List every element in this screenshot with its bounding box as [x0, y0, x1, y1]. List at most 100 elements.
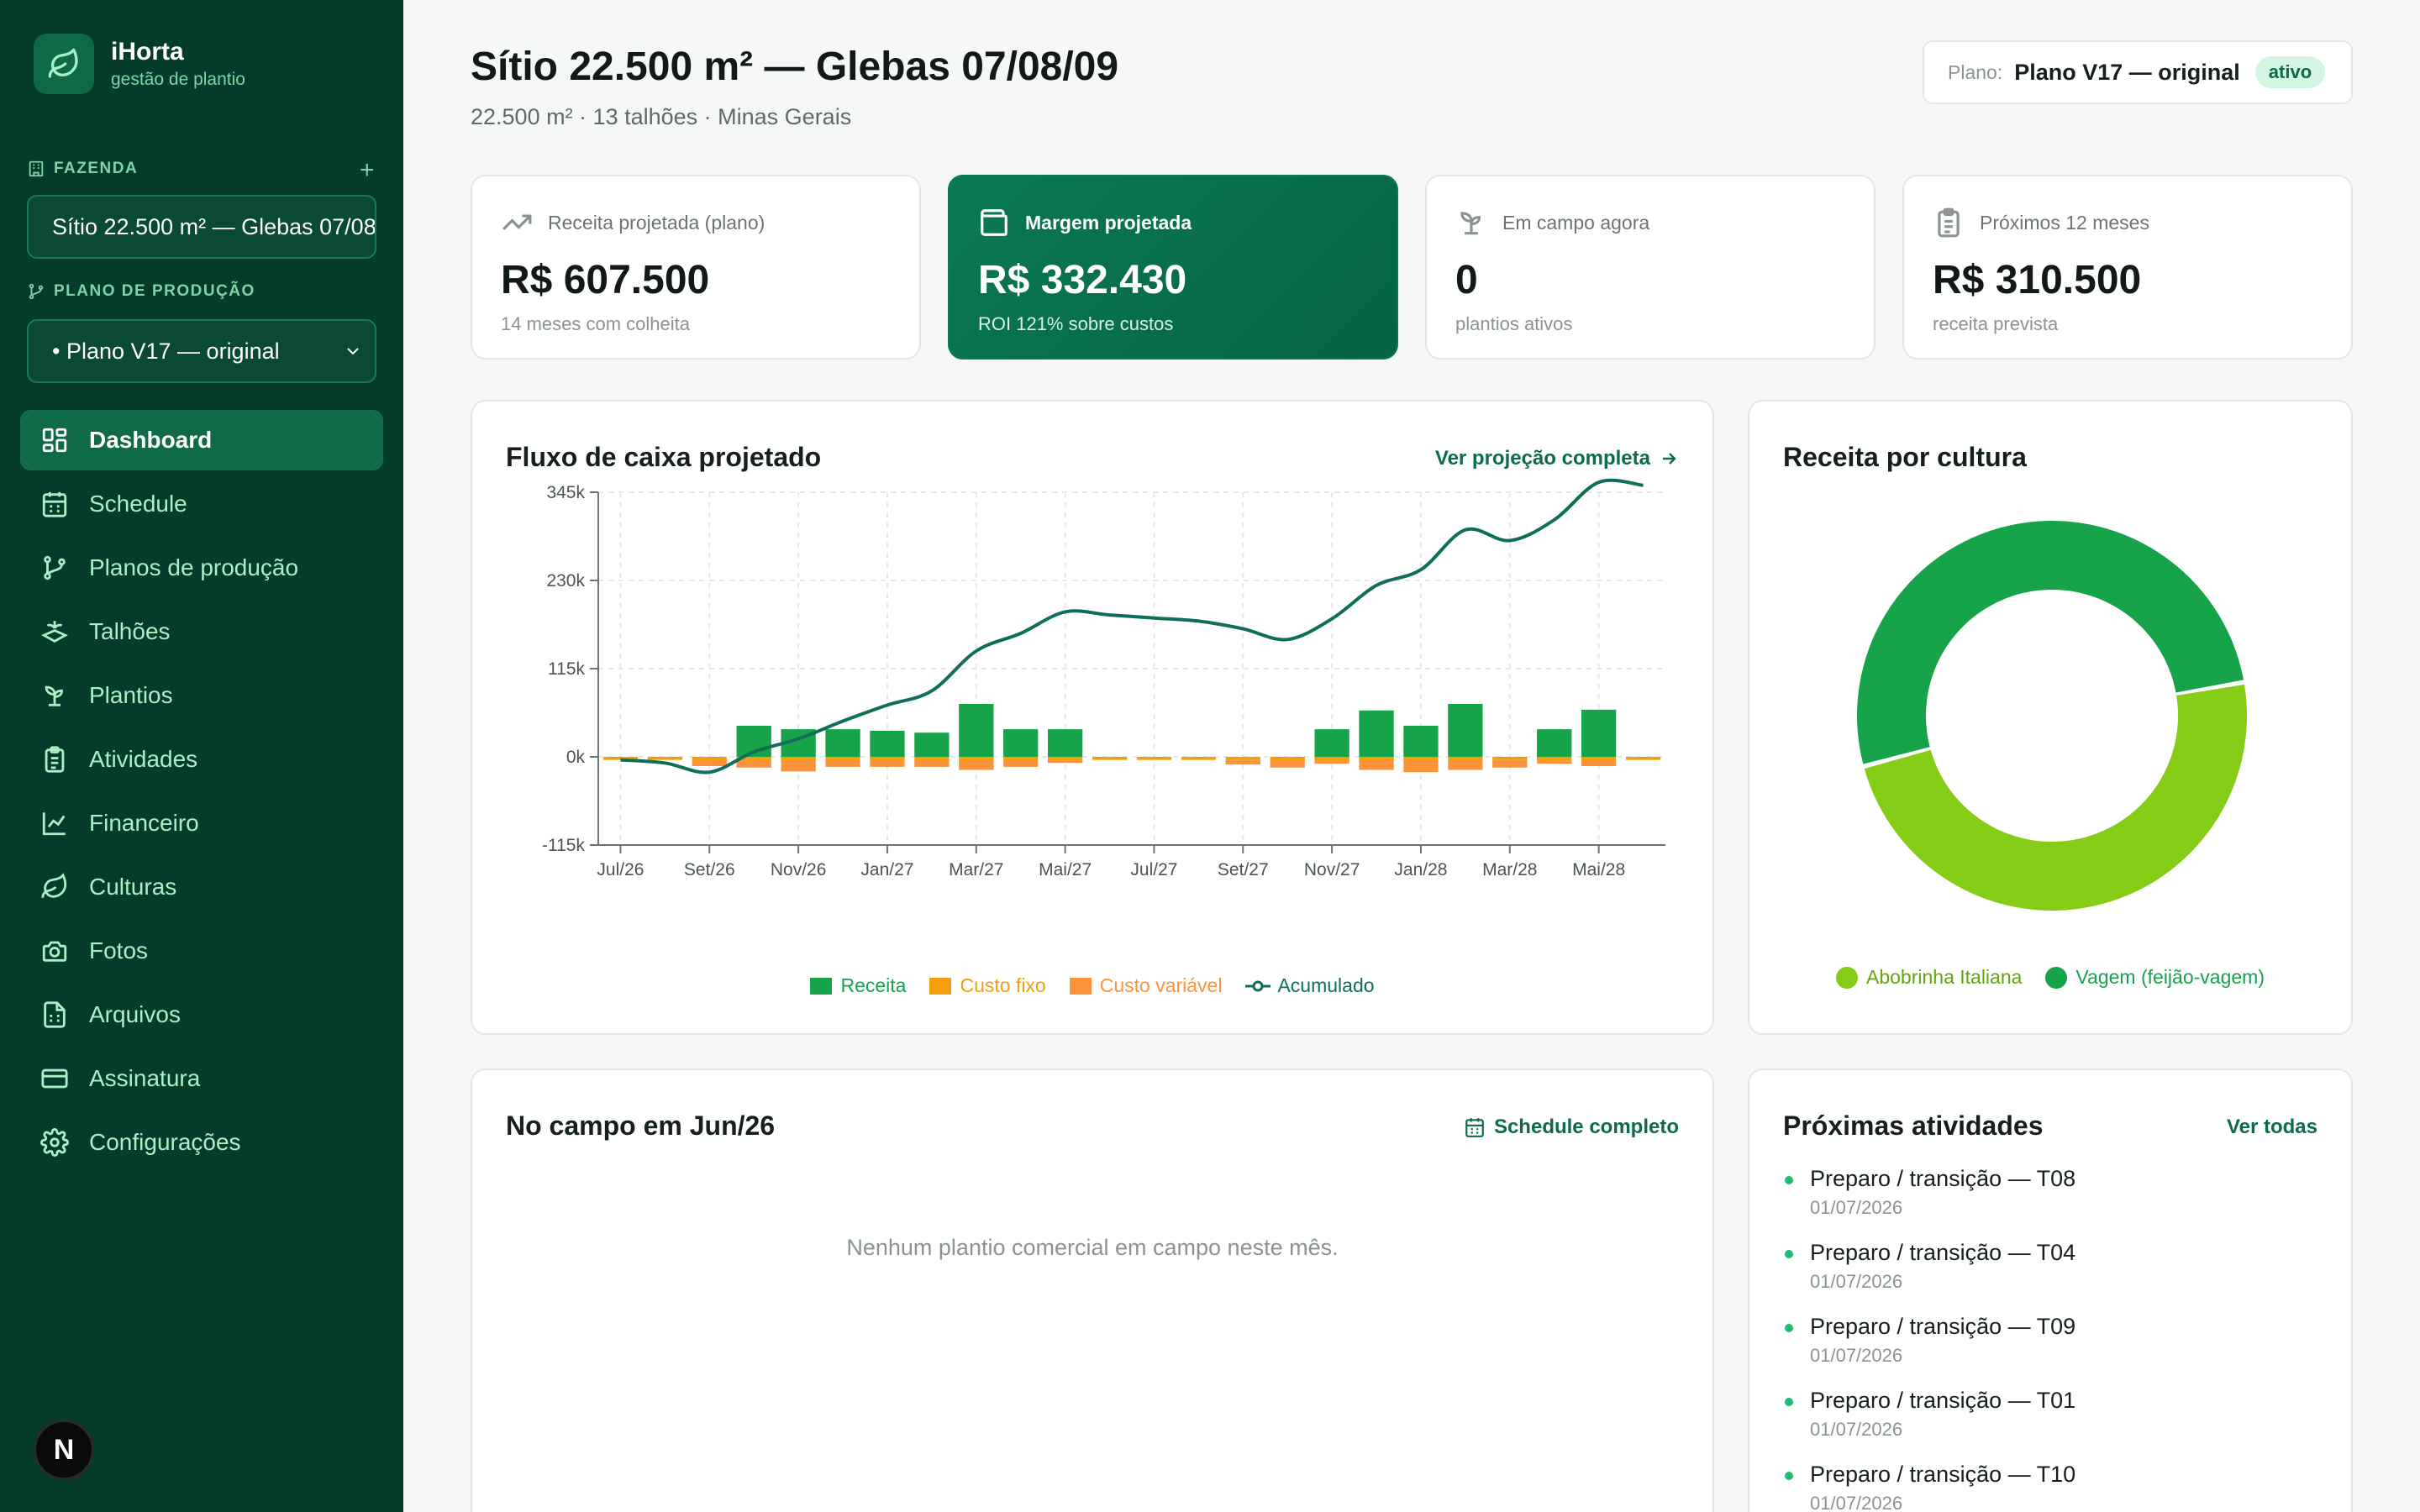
- activity-date: 01/07/2026: [1810, 1493, 1903, 1512]
- kpi-label: Receita projetada (plano): [548, 211, 765, 234]
- plan-select[interactable]: • Plano V17 — original: [27, 319, 376, 383]
- bar-receita: [1403, 726, 1439, 757]
- farm-section-label: FAZENDA: [27, 160, 138, 178]
- nav-item-arquivos[interactable]: Arquivos: [20, 984, 383, 1045]
- calendar-icon: [1465, 1118, 1484, 1137]
- activity-title: Preparo / transição — T01: [1810, 1388, 2076, 1413]
- nav-item-atividades[interactable]: Atividades: [20, 729, 383, 790]
- nav-item-talhoes[interactable]: Talhões: [20, 601, 383, 662]
- activities-list: Preparo / transição — T08 01/07/2026 Pre…: [1783, 1166, 2304, 1512]
- x-tick-label: Mar/27: [949, 860, 1003, 879]
- kpi-label: Em campo agora: [1502, 211, 1650, 234]
- donut-slice-abobrinha[interactable]: [1864, 684, 2247, 911]
- ver-todas-link[interactable]: Ver todas: [2226, 1116, 2317, 1138]
- y-tick-label: 230k: [546, 571, 585, 591]
- list-item[interactable]: Preparo / transição — T10 01/07/2026: [1783, 1462, 2304, 1512]
- legend-acumulado[interactable]: Acumulado: [1245, 974, 1375, 997]
- nav-item-fotos[interactable]: Fotos: [20, 921, 383, 981]
- bar-custo-fixo: [1092, 757, 1128, 760]
- ver-projecao-link[interactable]: Ver projeção completa: [1435, 447, 1679, 470]
- y-tick-label: 0k: [566, 748, 586, 767]
- kpi-label: Margem projetada: [1025, 211, 1192, 234]
- building-icon: [29, 160, 44, 177]
- bar-custo-fixo: [1003, 757, 1039, 761]
- wallet-icon: [981, 209, 1007, 236]
- status-badge: ativo: [2254, 56, 2326, 88]
- x-tick-label: Jul/27: [1130, 860, 1177, 879]
- bar-custo-variavel: [1448, 760, 1483, 770]
- donut-slice-vagem[interactable]: [1857, 520, 2244, 764]
- nav-item-configuracoes[interactable]: Configurações: [20, 1112, 383, 1173]
- grid-icon: [42, 428, 67, 453]
- legend-vagem[interactable]: Vagem (feijão-vagem): [2045, 966, 2265, 989]
- line-marker-icon: [1245, 980, 1271, 991]
- nav-item-culturas[interactable]: Culturas: [20, 857, 383, 917]
- schedule-completo-link[interactable]: Schedule completo: [1464, 1116, 1679, 1139]
- x-tick-label: Jul/26: [597, 860, 644, 879]
- x-tick-label: Jan/28: [1394, 860, 1447, 879]
- kpi-value: R$ 310.500: [1933, 258, 2142, 302]
- kpi-value: 0: [1455, 258, 1478, 302]
- kpi-value: R$ 332.430: [978, 258, 1187, 302]
- x-tick-label: Jan/27: [860, 860, 913, 879]
- field-title: No campo em Jun/26: [506, 1110, 776, 1141]
- avatar[interactable]: N: [34, 1420, 94, 1480]
- plan-indicator[interactable]: Plano: Plano V17 — original ativo: [1923, 40, 2353, 104]
- bullet-dot-icon: [1785, 1398, 1793, 1406]
- legend-custo-variavel[interactable]: Custo variável: [1069, 974, 1222, 997]
- brand[interactable]: iHorta gestão de plantio: [34, 34, 245, 94]
- bullet-dot-icon: [1785, 1472, 1793, 1480]
- legend-receita[interactable]: Receita: [810, 974, 906, 997]
- add-farm-button[interactable]: +: [360, 156, 375, 184]
- bar-custo-variavel: [1537, 760, 1572, 764]
- farm-select[interactable]: Sítio 22.500 m² — Glebas 07/08/09: [27, 195, 376, 259]
- bar-receita: [1581, 709, 1617, 757]
- bar-custo-fixo: [959, 757, 994, 761]
- farm-select-value: Sítio 22.500 m² — Glebas 07/08/09: [52, 213, 376, 239]
- bar-custo-fixo: [647, 757, 683, 760]
- legend-swatch: [1836, 966, 1858, 989]
- bar-custo-fixo: [602, 757, 639, 760]
- list-item[interactable]: Preparo / transição — T01 01/07/2026: [1783, 1388, 2304, 1462]
- bar-custo-fixo: [1403, 757, 1439, 761]
- revenue-by-crop-title: Receita por cultura: [1783, 442, 2027, 472]
- bar-custo-fixo: [914, 757, 950, 761]
- cashflow-chart: 345k 230k 115k 0k -115k Jul/26 Set/26 Nov/26 Jan…: [542, 478, 1665, 879]
- list-item[interactable]: Preparo / transição — T08 01/07/2026: [1783, 1166, 2304, 1240]
- credit-card-icon: [41, 1068, 68, 1089]
- bar-custo-variavel: [1581, 760, 1617, 766]
- empty-state-message: Nenhum plantio comercial em campo neste …: [846, 1235, 1339, 1260]
- activity-date: 01/07/2026: [1810, 1345, 1903, 1366]
- bar-custo-variavel: [692, 760, 727, 766]
- legend-custo-fixo[interactable]: Custo fixo: [929, 974, 1046, 997]
- nav-item-assinatura[interactable]: Assinatura: [20, 1048, 383, 1109]
- revenue-by-crop-panel: Receita por cultura Abobrinha Italiana V…: [1748, 400, 2353, 1035]
- bar-custo-variavel: [914, 760, 950, 767]
- x-tick-label: Set/26: [684, 860, 735, 879]
- kpi-hint: receita prevista: [1933, 313, 2059, 334]
- legend-abobrinha[interactable]: Abobrinha Italiana: [1836, 966, 2022, 989]
- activity-date: 01/07/2026: [1810, 1419, 1903, 1440]
- nav-item-dashboard[interactable]: Dashboard: [20, 410, 383, 470]
- list-item[interactable]: Preparo / transição — T09 01/07/2026: [1783, 1314, 2304, 1388]
- bar-custo-fixo: [1136, 757, 1172, 760]
- list-item[interactable]: Preparo / transição — T04 01/07/2026: [1783, 1240, 2304, 1314]
- nav-item-financeiro[interactable]: Financeiro: [20, 793, 383, 853]
- plan-section-label: PLANO DE PRODUÇÃO: [27, 282, 255, 301]
- bar-custo-fixo: [1581, 757, 1617, 761]
- bar-receita: [914, 732, 950, 757]
- revenue-donut-chart: [1857, 520, 2247, 911]
- brand-name: iHorta: [111, 38, 184, 66]
- bar-custo-variavel: [1492, 759, 1528, 768]
- kpi-hint: 14 meses com colheita: [501, 313, 690, 334]
- nav-item-planos[interactable]: Planos de produção: [20, 538, 383, 598]
- bar-receita: [1448, 704, 1483, 757]
- bar-custo-variavel: [1003, 760, 1039, 767]
- brand-subtitle: gestão de plantio: [111, 70, 245, 89]
- bar-receita: [870, 730, 905, 757]
- file-icon: [44, 1001, 66, 1028]
- chevron-down-icon: [347, 348, 359, 355]
- x-tick-label: Mar/28: [1482, 860, 1537, 879]
- nav-item-schedule[interactable]: Schedule: [20, 474, 383, 534]
- nav-item-plantios[interactable]: Plantios: [20, 665, 383, 726]
